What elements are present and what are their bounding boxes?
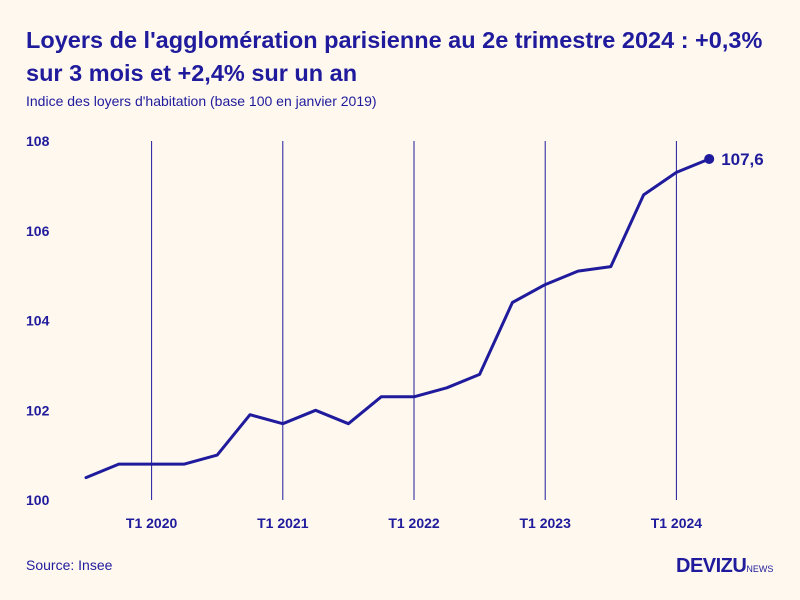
- x-tick-label: T1 2023: [520, 515, 572, 531]
- series-line: [84, 157, 711, 480]
- y-tick-label: 108: [26, 133, 50, 149]
- x-tick-label: T1 2021: [257, 515, 309, 531]
- x-tick-label: T1 2022: [388, 515, 440, 531]
- chart-title: Loyers de l'agglomération parisienne au …: [26, 27, 763, 86]
- source-note: Source: Insee: [26, 557, 113, 573]
- chart-subtitle: Indice des loyers d'habitation (base 100…: [26, 93, 377, 109]
- y-tick-label: 104: [26, 313, 50, 329]
- brand-logo: DEVIZUNEWS: [676, 555, 773, 578]
- end-value-label: 107,6: [721, 150, 764, 169]
- x-tick-label: T1 2024: [651, 515, 703, 531]
- vertical-gridlines: [151, 141, 677, 500]
- y-tick-label: 100: [26, 492, 50, 508]
- y-axis-ticks: 100 102 104 106 108: [26, 133, 50, 508]
- x-tick-label: T1 2020: [126, 515, 178, 531]
- brand-suffix: NEWS: [746, 564, 774, 574]
- y-tick-label: 102: [26, 402, 50, 418]
- end-point-marker: [704, 153, 715, 164]
- y-tick-label: 106: [26, 223, 50, 239]
- brand-name: DEVIZU: [676, 555, 747, 577]
- x-axis-ticks: T1 2020 T1 2021 T1 2022 T1 2023 T1 2024: [126, 515, 702, 531]
